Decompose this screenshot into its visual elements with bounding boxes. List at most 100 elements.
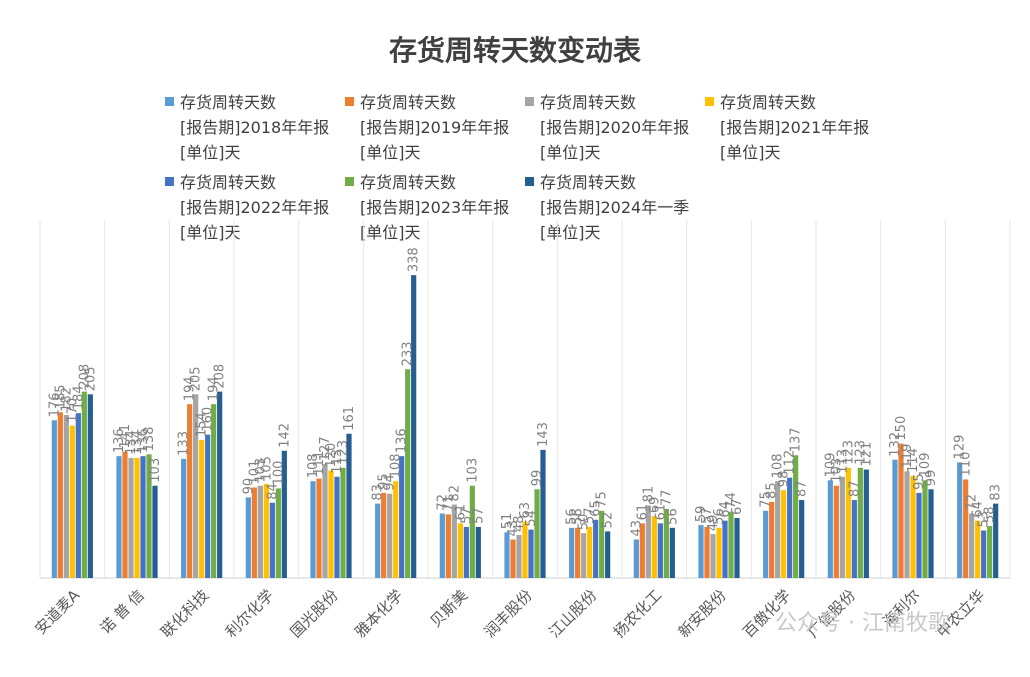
bar	[310, 481, 316, 578]
bar	[510, 539, 516, 578]
category-label: 雅本化学	[351, 586, 406, 641]
bar	[140, 456, 146, 578]
bar	[775, 481, 781, 578]
bar	[987, 526, 993, 578]
category-label: 安道麦A	[31, 586, 83, 638]
data-label: 43	[629, 520, 644, 537]
data-label: 154	[195, 412, 210, 437]
data-label: 84	[265, 483, 280, 500]
data-label: 95	[912, 473, 927, 490]
bar	[522, 521, 528, 578]
legend-item-label: 存货周转天数[报告期]2024年一季[单位]天	[540, 173, 689, 242]
data-label: 132	[888, 432, 903, 457]
bar	[781, 490, 787, 578]
bar	[57, 412, 63, 578]
legend-item-label: 存货周转天数[报告期]2023年年报[单位]天	[360, 173, 509, 242]
bar	[269, 502, 275, 578]
legend-item-label: 存货周转天数[报告期]2020年年报[单位]天	[540, 93, 689, 162]
data-label: 61	[635, 504, 650, 521]
bar	[605, 531, 611, 578]
bar	[187, 404, 193, 578]
bar	[193, 394, 199, 578]
bar	[827, 480, 833, 578]
watermark-text: 公众号 · 江南牧歌	[775, 611, 950, 636]
data-label: 123	[336, 440, 351, 465]
bar	[787, 477, 793, 578]
data-label: 108	[389, 453, 404, 478]
data-label: 208	[213, 364, 228, 389]
category-label: 利尔化学	[222, 586, 277, 641]
category-label: 新安股份	[675, 586, 730, 641]
data-label: 87	[847, 481, 862, 498]
bar	[504, 532, 510, 578]
legend-item-label: 存货周转天数[报告期]2022年年报[单位]天	[180, 173, 329, 242]
data-label: 109	[823, 453, 838, 478]
data-label: 61	[453, 504, 468, 521]
bar	[181, 458, 187, 578]
bar	[540, 449, 546, 578]
bar	[393, 481, 399, 578]
data-label: 129	[953, 435, 968, 460]
data-label: 56	[571, 508, 586, 525]
data-label: 134	[130, 430, 145, 455]
bar	[469, 485, 475, 578]
data-label: 81	[641, 486, 656, 503]
bar	[898, 443, 904, 578]
bar	[217, 391, 223, 578]
data-label: 113	[835, 449, 850, 474]
bar	[275, 488, 281, 578]
data-label: 50	[577, 514, 592, 531]
data-label: 56	[565, 508, 580, 525]
data-label: 72	[435, 494, 450, 511]
data-label: 56	[665, 508, 680, 525]
data-label: 205	[189, 366, 204, 391]
bar	[251, 487, 257, 578]
data-label: 57	[471, 507, 486, 524]
bar	[728, 511, 734, 578]
data-label: 43	[506, 520, 521, 537]
data-label: 75	[595, 491, 610, 508]
data-label: 136	[395, 428, 410, 453]
bar	[51, 420, 57, 578]
data-label: 54	[524, 510, 539, 527]
bar	[575, 527, 581, 578]
data-label: 74	[724, 492, 739, 509]
bar	[599, 510, 605, 578]
data-label: 138	[142, 427, 157, 452]
bar	[375, 503, 381, 578]
bar	[134, 457, 140, 578]
data-label: 59	[694, 506, 709, 523]
data-label: 120	[324, 443, 339, 468]
bars-group	[51, 275, 999, 578]
data-label: 184	[71, 385, 86, 410]
bar	[387, 493, 393, 578]
data-label: 98	[777, 471, 792, 488]
bar	[81, 391, 87, 578]
bar	[698, 525, 704, 578]
data-label: 75	[759, 491, 774, 508]
data-label: 101	[247, 460, 262, 485]
data-label: 160	[201, 407, 216, 432]
bar	[769, 501, 775, 578]
legend-swatch	[705, 97, 714, 106]
data-label: 123	[841, 440, 856, 465]
data-label: 338	[407, 247, 422, 272]
bar	[763, 510, 769, 578]
bar	[281, 450, 287, 578]
data-label: 208	[77, 364, 92, 389]
data-label: 67	[730, 498, 745, 515]
data-label: 95	[377, 473, 392, 490]
bar	[581, 533, 587, 578]
data-label: 53	[977, 511, 992, 528]
legend-swatch	[345, 177, 354, 186]
data-label: 71	[441, 495, 456, 512]
data-label: 64	[718, 501, 733, 518]
bar	[146, 454, 152, 578]
data-label: 56	[712, 508, 727, 525]
data-label: 48	[512, 515, 527, 532]
bar	[451, 504, 457, 578]
bar	[445, 514, 451, 578]
data-label: 82	[447, 485, 462, 502]
